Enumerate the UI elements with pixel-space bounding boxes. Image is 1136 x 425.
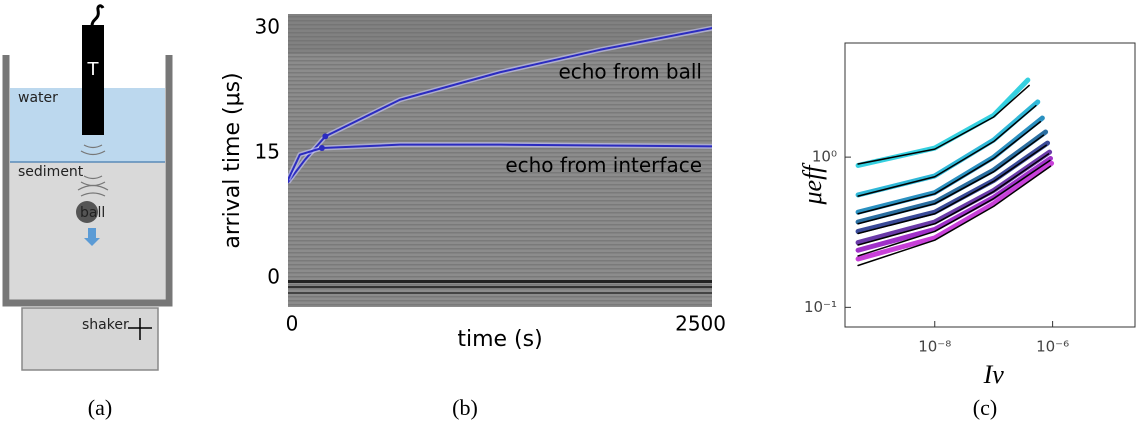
curve-label: echo from interface xyxy=(505,153,702,177)
shaker-label: shaker xyxy=(82,317,129,333)
shake-arrows xyxy=(128,318,152,340)
fit-line xyxy=(857,120,1042,215)
x-tick-label: 2500 xyxy=(675,312,726,336)
ball xyxy=(76,201,98,223)
series-line xyxy=(855,129,1049,225)
y-axis-label: μeff xyxy=(798,162,827,206)
shaker-box xyxy=(21,307,159,371)
fit-line xyxy=(857,84,1030,165)
plot-frame xyxy=(844,42,1136,328)
water-label: water xyxy=(18,90,58,106)
sediment-label: sediment xyxy=(18,164,84,180)
x-tick-label: 10⁻⁸ xyxy=(918,338,951,356)
y-tick-label: 10⁰ xyxy=(812,148,837,166)
y-tick-label: 15 xyxy=(255,140,280,164)
fit-line xyxy=(857,159,1051,257)
fall-arrow xyxy=(84,228,100,246)
series-line xyxy=(855,149,1053,246)
fit-line xyxy=(857,153,1050,246)
curve-label: echo from ball xyxy=(558,60,702,84)
y-tick-label: 0 xyxy=(267,264,280,288)
fit-line xyxy=(857,165,1052,267)
fit-line xyxy=(857,104,1037,197)
cable xyxy=(90,4,105,27)
sediment-layer xyxy=(10,162,165,300)
series-line xyxy=(288,27,712,184)
waves xyxy=(77,144,109,197)
y-axis-label: arrival time (μs) xyxy=(220,72,245,248)
series-line xyxy=(855,140,1051,234)
series-line xyxy=(855,155,1053,253)
series-line xyxy=(855,99,1041,198)
ball-label: ball xyxy=(80,205,105,221)
x-axis-label: Iv xyxy=(983,360,1005,389)
plot-area xyxy=(288,25,712,184)
plot-area xyxy=(855,77,1055,267)
caption: (b) xyxy=(452,395,478,420)
transducer-label: T xyxy=(87,59,100,80)
y-tick-label: 30 xyxy=(255,15,280,39)
fit-line xyxy=(857,134,1045,225)
x-tick-label: 10⁻⁶ xyxy=(1036,338,1069,356)
container xyxy=(2,55,173,307)
series-line xyxy=(288,143,712,181)
caption: (a) xyxy=(88,395,112,420)
series-marker xyxy=(322,133,329,140)
y-tick-label: 10⁻¹ xyxy=(804,298,837,316)
x-axis-label: time (s) xyxy=(457,327,542,352)
seismogram-background xyxy=(288,14,712,307)
series-line xyxy=(855,160,1055,262)
series-line xyxy=(855,115,1045,215)
caption: (c) xyxy=(973,395,997,420)
x-tick-label: 0 xyxy=(286,312,299,336)
series-marker xyxy=(318,145,325,152)
setup-diagram: T water sediment ball shaker (a) xyxy=(2,4,173,420)
seismogram-bands xyxy=(288,14,712,294)
transducer xyxy=(82,25,104,135)
fit-line xyxy=(857,144,1048,235)
